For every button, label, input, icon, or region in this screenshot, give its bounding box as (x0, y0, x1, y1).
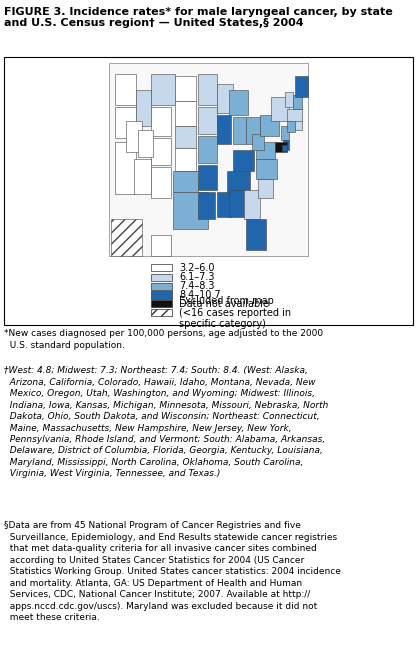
Text: *New cases diagnosed per 100,000 persons, age adjusted to the 2000
  U.S. standa: *New cases diagnosed per 100,000 persons… (4, 329, 323, 350)
Text: §Data are from 45 National Program of Cancer Registries and five
  Surveillance,: §Data are from 45 National Program of Ca… (4, 521, 341, 622)
Text: FIGURE 3. Incidence rates* for male laryngeal cancer, by state
and U.S. Census r: FIGURE 3. Incidence rates* for male lary… (4, 7, 393, 28)
Text: †West: 4.8; Midwest: 7.3; Northeast: 7.4; South: 8.4. (West: Alaska,
  Arizona, : †West: 4.8; Midwest: 7.3; Northeast: 7.4… (4, 366, 329, 478)
